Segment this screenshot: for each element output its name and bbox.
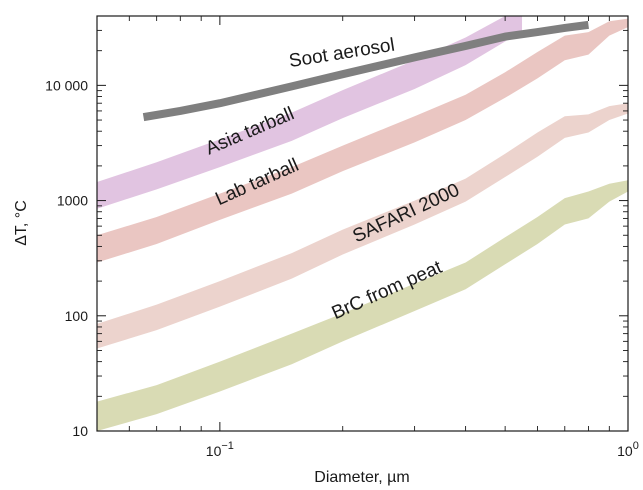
x-tick-label: 100 bbox=[617, 440, 639, 459]
y-tick-label: 100 bbox=[65, 308, 89, 324]
band-brc-from-peat bbox=[97, 180, 628, 431]
label-safari-2000: SAFARI 2000 bbox=[350, 180, 463, 248]
x-axis-label: Diameter, µm bbox=[314, 469, 409, 486]
y-tick-label: 1000 bbox=[57, 193, 88, 209]
plot-frame bbox=[96, 15, 629, 432]
lines-layer bbox=[142, 20, 589, 122]
y-tick-label: 10 bbox=[72, 423, 88, 439]
ticks-layer: 10−1 100 10 100 1000 10 000 bbox=[45, 16, 639, 459]
bands-layer bbox=[97, 16, 628, 431]
band-asia-tarball bbox=[97, 16, 523, 209]
x-tick-label: 10−1 bbox=[206, 440, 234, 459]
y-axis-label: ΔT, °C bbox=[13, 200, 30, 246]
band-lab-tarball bbox=[97, 18, 628, 263]
band-safari-2000 bbox=[97, 103, 628, 349]
line-soot-aerosol bbox=[142, 20, 589, 122]
y-tick-label: 10 000 bbox=[45, 77, 88, 93]
